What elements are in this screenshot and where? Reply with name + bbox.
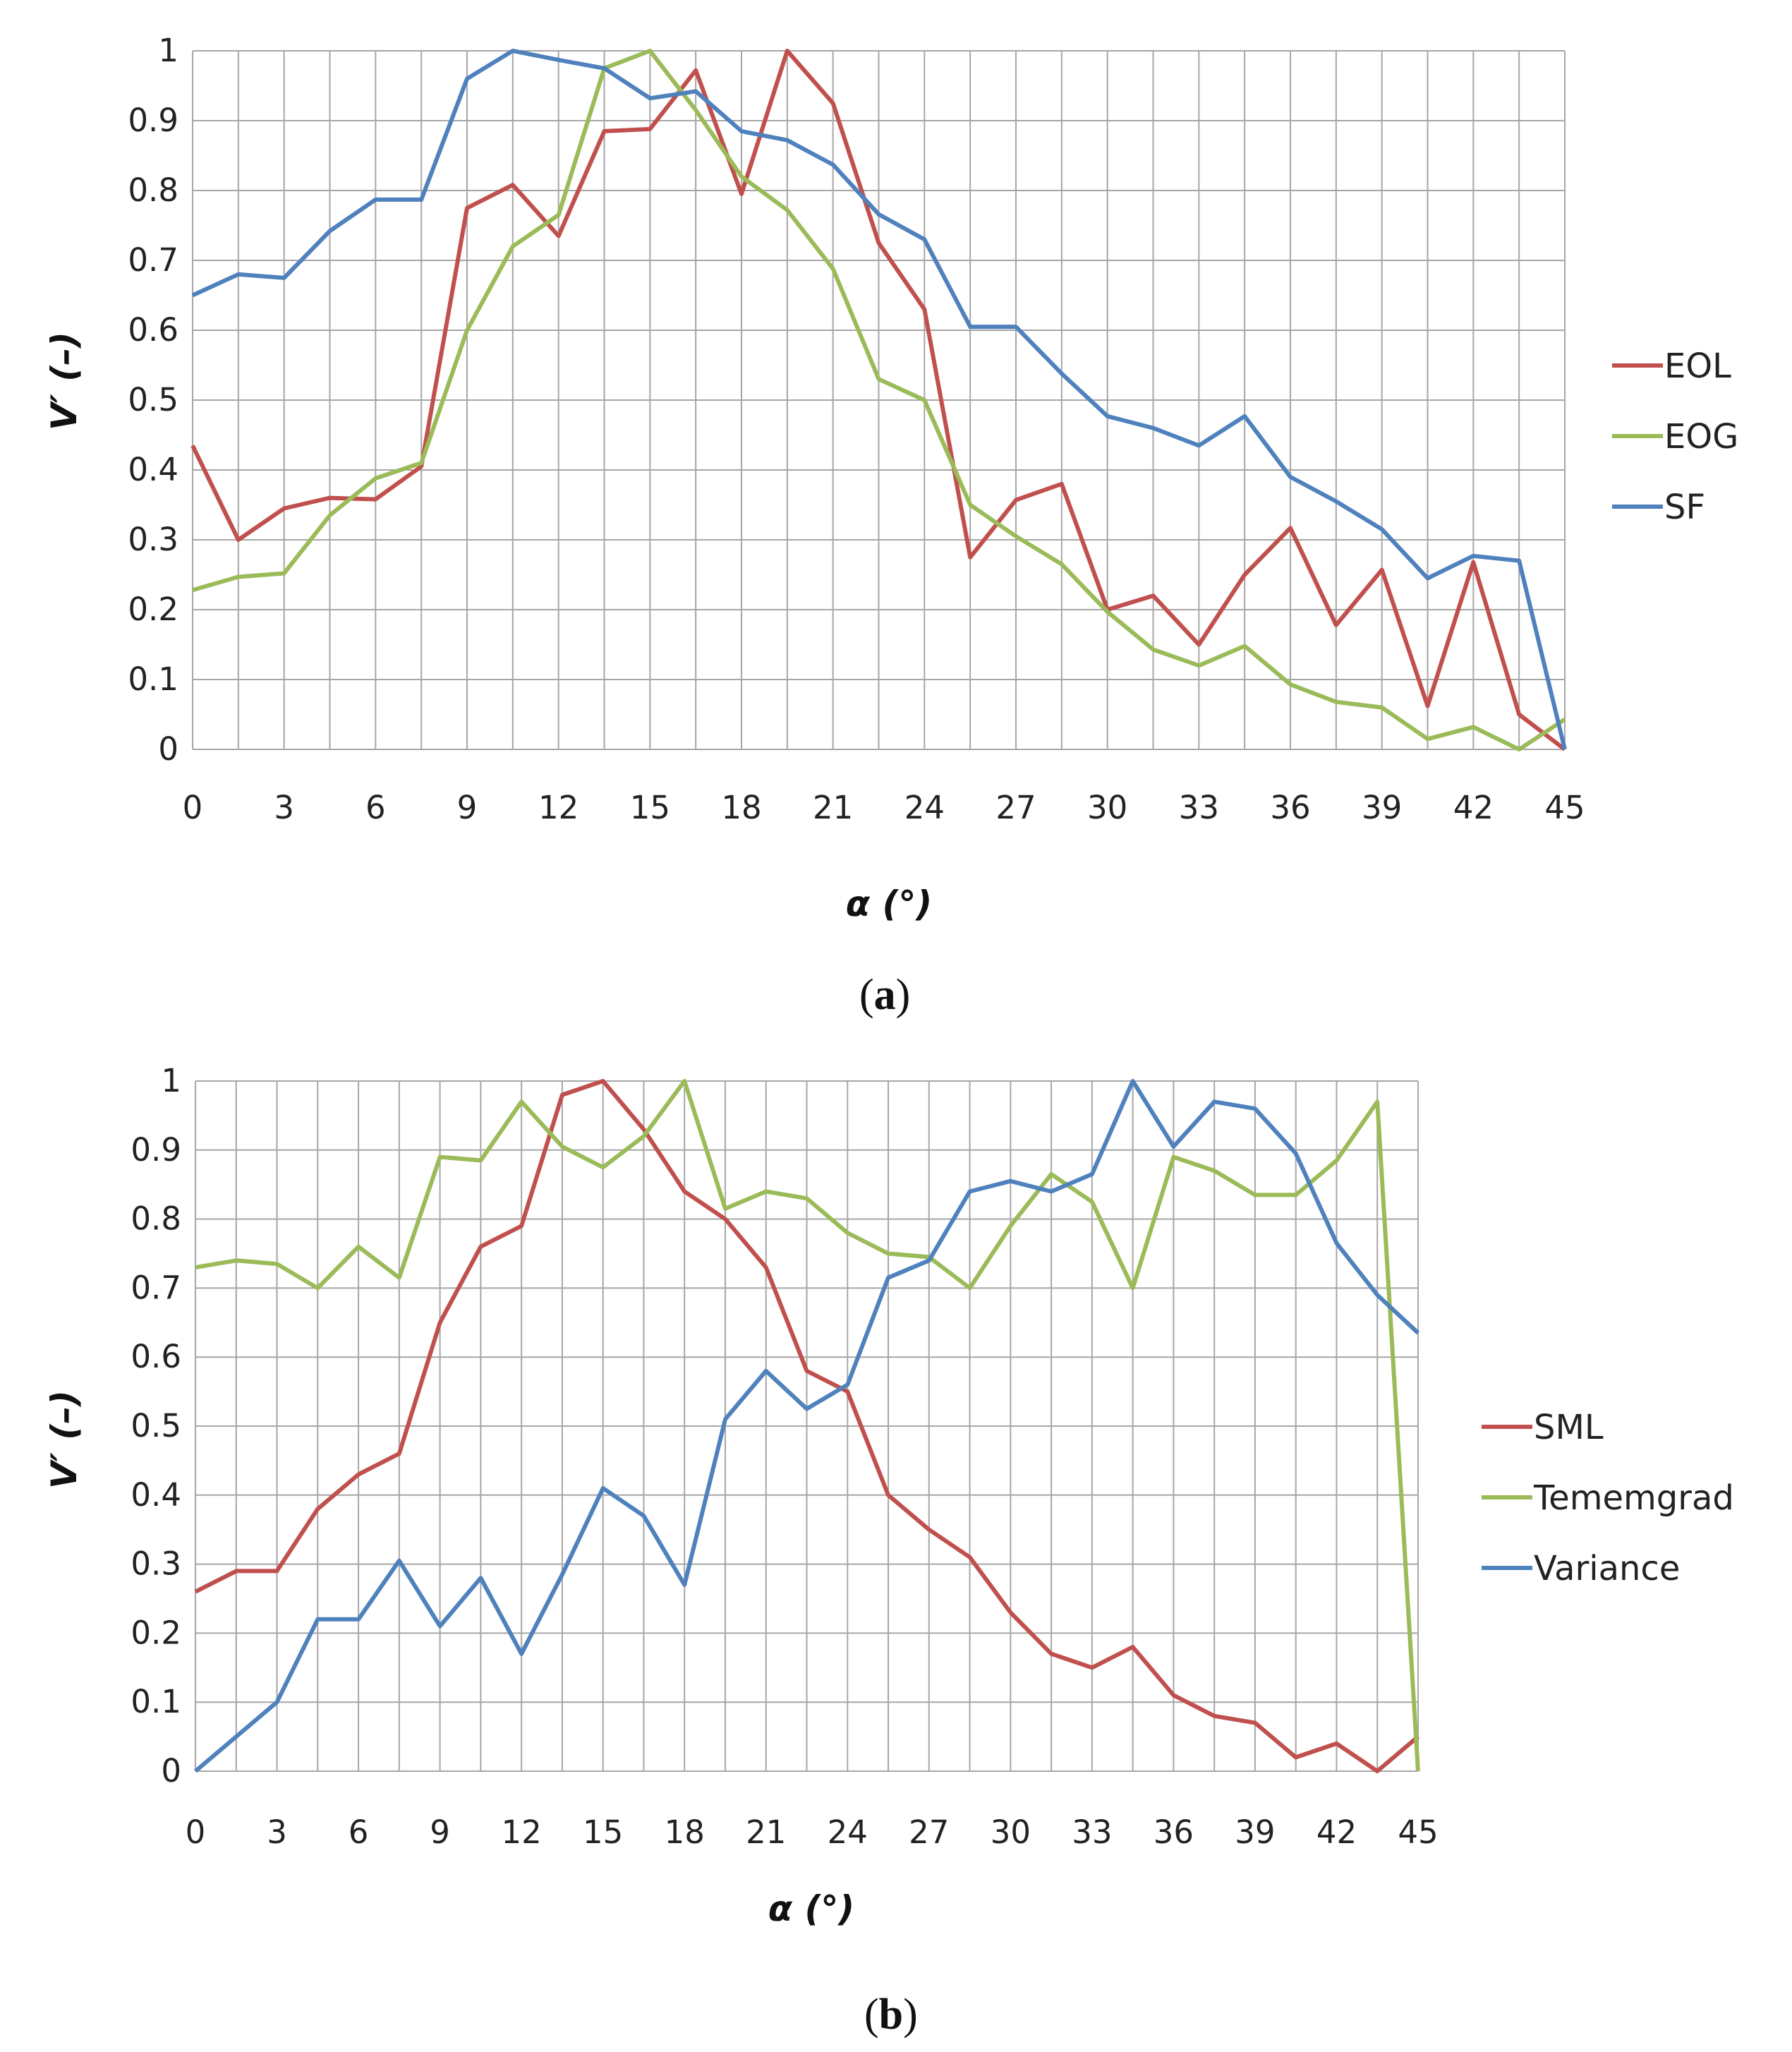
chart-b-y-tick-label: 0.9 <box>131 1131 181 1169</box>
chart-a-y-tick-label: 0.2 <box>128 591 178 628</box>
chart-a-x-tick-label: 39 <box>1362 789 1402 826</box>
chart-a-grid <box>192 50 1566 750</box>
chart-a-series-eol-line <box>190 49 1566 752</box>
chart-a-x-tick-label: 12 <box>538 789 579 826</box>
chart-a-x-tick-label: 45 <box>1544 789 1585 826</box>
chart-b: 00.10.20.30.40.50.60.70.80.91 0 3 6 9 12 15 18… <box>44 1062 1734 1929</box>
chart-b-x-tick-label: 36 <box>1154 1813 1194 1851</box>
chart-b-y-tick-label: 1 <box>161 1062 181 1099</box>
chart-a-x-tick-label: 0 <box>183 789 203 826</box>
chart-a-x-axis-title: α (°) <box>846 883 932 924</box>
chart-b-x-tick-label: 6 <box>349 1813 369 1851</box>
chart-b-series-tememgrad-line <box>195 1079 1420 1772</box>
chart-b-x-tick-label: 45 <box>1398 1813 1438 1851</box>
chart-b-x-tick-label: 39 <box>1235 1813 1275 1851</box>
chart-a-y-ticks: 0 0.1 0.2 0.3 0.4 0.5 0.6 0.7 0.8 0.9 1 <box>128 32 178 768</box>
chart-b-series-variance-line <box>194 1079 1420 1773</box>
chart-a-x-tick-label: 3 <box>274 789 294 826</box>
chart-b-x-tick-label: 9 <box>430 1813 450 1851</box>
chart-a-x-tick-label: 15 <box>630 789 670 826</box>
chart-a-x-ticks: 0 3 6 9 12 15 18 21 24 27 30 33 36 39 42 45 <box>183 789 1585 826</box>
chart-b-y-tick-label: 0.3 <box>131 1545 181 1583</box>
chart-b-x-tick-label: 0 <box>186 1813 206 1851</box>
chart-a-x-tick-label: 18 <box>721 789 761 826</box>
chart-a-legend-label-sf: SF <box>1664 488 1705 527</box>
chart-a-legend-label-eol: EOL <box>1664 346 1731 386</box>
chart-a-y-tick-label: 0.6 <box>128 311 178 349</box>
chart-b-grid <box>195 1080 1419 1772</box>
chart-a-x-tick-label: 30 <box>1087 789 1127 826</box>
chart-b-series <box>194 1079 1420 1773</box>
chart-a-x-tick-label: 36 <box>1270 789 1310 826</box>
chart-b-y-tick-label: 0 <box>161 1752 181 1790</box>
chart-a-x-tick-label: 33 <box>1179 789 1219 826</box>
chart-a-y-axis-title: V′ (–) <box>44 332 85 430</box>
chart-b-y-tick-label: 0.8 <box>131 1200 181 1238</box>
chart-a-y-tick-label: 0.8 <box>128 171 178 209</box>
chart-b-series-sml-line <box>194 1079 1419 1773</box>
chart-b-x-tick-label: 33 <box>1072 1813 1112 1851</box>
chart-b-y-tick-label: 0.6 <box>131 1338 181 1375</box>
chart-b-x-tick-label: 27 <box>909 1813 949 1851</box>
chart-a-y-tick-label: 0.3 <box>128 521 178 558</box>
chart-a-y-tick-label: 0.7 <box>128 241 178 279</box>
chart-b-legend-label-tememgrad: Tememgrad <box>1533 1478 1734 1518</box>
chart-b-legend: SML Tememgrad Variance <box>1482 1408 1734 1588</box>
chart-b-x-tick-label: 30 <box>991 1813 1031 1851</box>
chart-a-y-tick-label: 1 <box>158 32 178 69</box>
chart-a-x-tick-label: 27 <box>995 789 1036 826</box>
chart-a-y-tick-label: 0 <box>158 730 178 768</box>
chart-b-legend-label-sml: SML <box>1534 1408 1604 1447</box>
chart-a-caption: (a) <box>859 971 911 1019</box>
chart-b-y-tick-label: 0.1 <box>131 1683 181 1720</box>
chart-b-caption: (b) <box>864 1991 918 2039</box>
chart-b-y-tick-label: 0.7 <box>131 1269 181 1306</box>
chart-a-legend: EOL EOG SF <box>1612 346 1738 527</box>
chart-a-x-tick-label: 21 <box>813 789 853 826</box>
chart-b-y-tick-label: 0.5 <box>131 1407 181 1444</box>
chart-a-y-tick-label: 0.5 <box>128 381 178 418</box>
chart-b-x-tick-label: 3 <box>267 1813 287 1851</box>
chart-b-x-ticks: 0 3 6 9 12 15 18 21 24 27 30 33 36 39 42 45 <box>186 1813 1439 1851</box>
chart-a-caption-letter: a <box>873 971 896 1019</box>
chart-b-x-tick-label: 24 <box>828 1813 868 1851</box>
chart-a-x-tick-label: 6 <box>365 789 386 826</box>
chart-b-x-tick-label: 42 <box>1316 1813 1357 1851</box>
chart-a-series-sf-line <box>191 49 1567 750</box>
chart-b-x-axis-title: α (°) <box>768 1888 854 1929</box>
chart-a-x-tick-label: 42 <box>1453 789 1494 826</box>
chart-b-y-tick-label: 0.4 <box>131 1476 181 1514</box>
chart-a-legend-label-eog: EOG <box>1664 417 1738 457</box>
chart-b-y-ticks: 0 0.1 0.2 0.3 0.4 0.5 0.6 0.7 0.8 0.9 1 <box>131 1062 181 1790</box>
chart-b-legend-label-variance: Variance <box>1534 1549 1680 1588</box>
chart-b-caption-letter: b <box>878 1991 904 2039</box>
chart-b-x-tick-label: 15 <box>583 1813 623 1851</box>
chart-b-y-axis-title: V′ (–) <box>44 1390 85 1489</box>
chart-a-y-tick-label: 0.4 <box>128 451 178 488</box>
chart-b-x-tick-label: 12 <box>502 1813 542 1851</box>
chart-a-y-tick-label: 0.1 <box>128 660 178 698</box>
chart-b-y-tick-label: 0.2 <box>131 1614 181 1651</box>
chart-a: 00.10.20.30.40.50.60.70.80.91 0 3 6 9 12 15 18… <box>44 32 1738 924</box>
chart-a-series-eog-line <box>192 49 1566 752</box>
chart-a-series <box>190 49 1567 752</box>
chart-a-y-tick-label: 0.9 <box>128 102 178 139</box>
chart-b-x-tick-label: 18 <box>665 1813 705 1851</box>
chart-a-x-tick-label: 9 <box>457 789 478 826</box>
chart-b-x-tick-label: 21 <box>746 1813 786 1851</box>
chart-a-x-tick-label: 24 <box>904 789 945 826</box>
